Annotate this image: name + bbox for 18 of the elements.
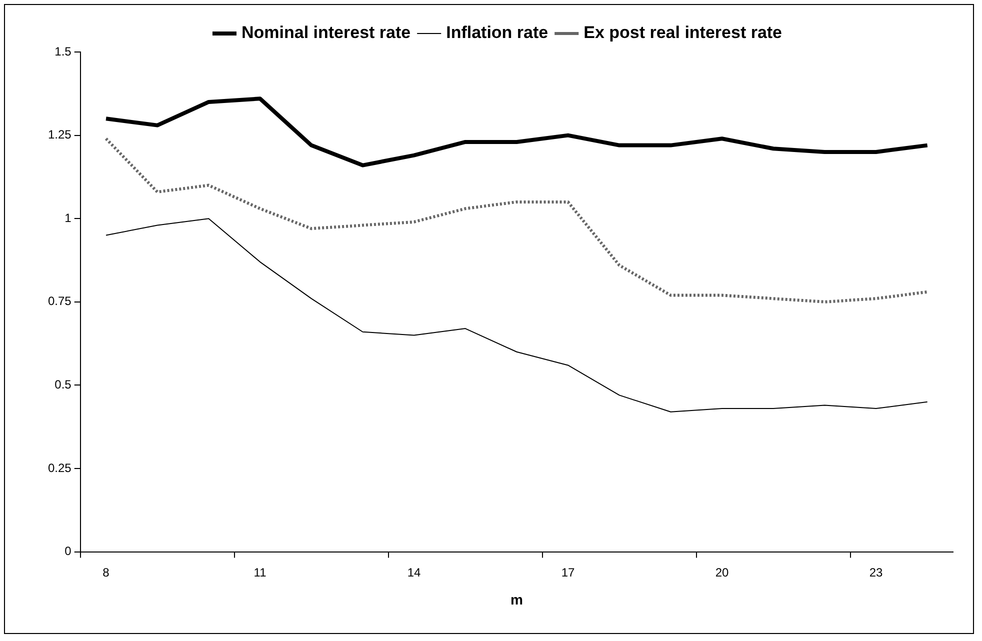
x-tick-label: 23: [869, 565, 883, 580]
x-tick-label: 8: [102, 565, 110, 580]
x-tick-label: 17: [561, 565, 576, 580]
x-tick-label: 11: [254, 565, 267, 580]
legend-label: Nominal interest rate: [241, 23, 411, 42]
x-axis-title: m: [510, 591, 523, 608]
y-tick-label: 0: [64, 544, 72, 558]
legend-label: Ex post real interest rate: [584, 23, 782, 42]
y-tick-label: 0.75: [48, 294, 72, 308]
x-tick-label: 14: [407, 565, 422, 580]
legend-label: Inflation rate: [446, 23, 548, 42]
y-tick-label: 0.25: [48, 460, 72, 475]
y-tick-label: 1.5: [54, 44, 72, 58]
x-tick-label: 20: [715, 565, 729, 580]
line-series: [104, 137, 929, 304]
y-tick-label: 1.25: [48, 128, 72, 142]
y-tick-label: 1: [64, 210, 72, 225]
y-tick-label: 0.5: [54, 378, 72, 392]
